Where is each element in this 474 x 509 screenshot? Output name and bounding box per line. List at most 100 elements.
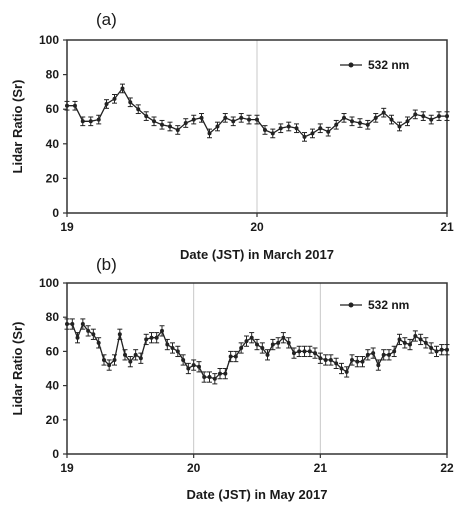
data-point bbox=[310, 131, 315, 136]
data-point bbox=[429, 345, 434, 350]
data-point bbox=[334, 122, 339, 127]
x-tick-label: 20 bbox=[250, 220, 264, 234]
x-axis-label: Date (JST) in May 2017 bbox=[187, 487, 328, 502]
data-point bbox=[167, 124, 172, 129]
y-axis-label: Lidar Ratio (Sr) bbox=[10, 80, 25, 174]
data-point bbox=[328, 357, 333, 362]
data-point bbox=[334, 361, 339, 366]
data-point bbox=[405, 119, 410, 124]
data-point bbox=[249, 335, 254, 340]
data-point bbox=[138, 356, 143, 361]
data-point bbox=[128, 100, 133, 105]
x-tick-label: 21 bbox=[440, 220, 454, 234]
data-point bbox=[120, 86, 125, 91]
data-point bbox=[128, 359, 133, 364]
data-point bbox=[307, 349, 312, 354]
legend-marker bbox=[348, 302, 354, 308]
x-tick-label: 21 bbox=[314, 461, 328, 475]
x-axis-label: Date (JST) in March 2017 bbox=[180, 247, 334, 262]
data-point bbox=[402, 340, 407, 345]
data-point bbox=[70, 322, 75, 327]
data-point bbox=[170, 345, 175, 350]
series-line bbox=[67, 322, 447, 380]
data-point bbox=[339, 366, 344, 371]
x-tick-label: 20 bbox=[187, 461, 201, 475]
y-tick-label: 60 bbox=[46, 344, 60, 358]
data-point bbox=[418, 337, 423, 342]
x-tick-label: 22 bbox=[440, 461, 454, 475]
data-point bbox=[397, 124, 402, 129]
data-point bbox=[350, 119, 354, 124]
data-point bbox=[371, 351, 376, 356]
data-point bbox=[223, 371, 228, 376]
data-point bbox=[445, 347, 449, 352]
data-point bbox=[191, 363, 196, 368]
data-point bbox=[313, 351, 318, 356]
data-point bbox=[286, 340, 291, 345]
data-point bbox=[196, 364, 201, 369]
chart-panel-a: 0 20 40 60 80 100 19 20 21 Date (JST) in March 20… bbox=[10, 10, 454, 262]
data-point bbox=[270, 342, 275, 347]
data-point bbox=[294, 126, 299, 131]
data-point bbox=[386, 352, 391, 357]
data-point bbox=[75, 335, 80, 340]
data-point bbox=[389, 117, 394, 122]
data-point bbox=[107, 363, 112, 368]
y-axis-label: Lidar Ratio (Sr) bbox=[10, 322, 25, 416]
data-point bbox=[72, 103, 77, 108]
data-point bbox=[355, 359, 360, 364]
data-point bbox=[437, 114, 442, 119]
data-point bbox=[212, 376, 217, 381]
data-point bbox=[342, 115, 347, 120]
data-point bbox=[244, 339, 249, 344]
data-point bbox=[408, 342, 413, 347]
data-point bbox=[276, 340, 281, 345]
data-point bbox=[175, 349, 180, 354]
data-point bbox=[88, 119, 93, 124]
data-point bbox=[429, 117, 434, 122]
data-point bbox=[255, 117, 259, 122]
data-point bbox=[181, 357, 186, 362]
y-tick-label: 80 bbox=[46, 310, 60, 324]
data-point bbox=[112, 357, 117, 362]
data-point bbox=[175, 127, 180, 132]
data-point bbox=[413, 334, 418, 339]
data-point bbox=[262, 127, 267, 132]
data-point bbox=[160, 122, 164, 127]
legend-label: 532 nm bbox=[368, 58, 409, 72]
y-tick-label: 100 bbox=[39, 33, 59, 47]
data-point bbox=[149, 335, 154, 340]
data-point bbox=[423, 340, 428, 345]
data-point bbox=[186, 366, 191, 371]
data-point bbox=[65, 103, 69, 108]
y-tick-label: 0 bbox=[52, 447, 59, 461]
data-point bbox=[350, 357, 354, 362]
data-point bbox=[421, 114, 426, 119]
y-tick-label: 100 bbox=[39, 276, 59, 290]
data-point bbox=[65, 322, 69, 327]
data-point bbox=[445, 114, 449, 119]
data-point bbox=[86, 328, 91, 333]
data-point bbox=[278, 126, 283, 131]
data-point bbox=[302, 134, 307, 139]
data-point bbox=[117, 332, 122, 337]
data-point bbox=[144, 337, 149, 342]
data-point bbox=[392, 349, 397, 354]
data-point bbox=[434, 349, 439, 354]
y-tick-label: 60 bbox=[46, 102, 60, 116]
data-point bbox=[191, 117, 196, 122]
data-point bbox=[439, 347, 444, 352]
data-point bbox=[255, 342, 259, 347]
legend-label: 532 nm bbox=[368, 298, 409, 312]
y-tick-label: 20 bbox=[46, 413, 60, 427]
data-point bbox=[239, 115, 244, 120]
y-tick-label: 40 bbox=[46, 137, 60, 151]
data-point bbox=[91, 332, 96, 337]
panel-label: (a) bbox=[96, 10, 117, 29]
data-point bbox=[302, 349, 307, 354]
data-point bbox=[133, 352, 138, 357]
data-point bbox=[376, 363, 381, 368]
data-point bbox=[381, 110, 386, 115]
data-point bbox=[207, 131, 212, 136]
data-point bbox=[96, 117, 101, 122]
